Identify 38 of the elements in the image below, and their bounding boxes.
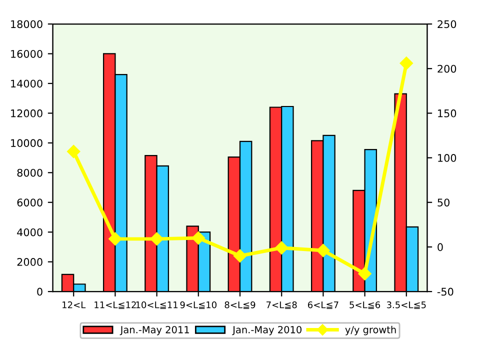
x-tick-label: 3.5<L≦5 — [386, 301, 426, 309]
point — [400, 56, 413, 70]
point — [150, 232, 164, 246]
y2-tick-label: -50 — [437, 288, 454, 296]
y-tick-label: 8000 — [17, 168, 42, 177]
y2-tick-label: 250 — [438, 20, 456, 28]
legend-label: Jan.-May 2011 — [120, 326, 189, 336]
y2-tick-label: 150 — [438, 109, 456, 118]
point — [358, 267, 372, 280]
legend-label: Jan.-May 2010 — [232, 326, 302, 336]
y-tick-label: 18000 — [11, 20, 42, 28]
y-tick-label: 2000 — [17, 258, 42, 266]
point — [233, 249, 247, 262]
x-tick-label: 5<L≦6 — [350, 301, 380, 309]
x-tick-label: 6<L≦7 — [308, 301, 338, 309]
legend-label: y/y growth — [345, 326, 396, 336]
point — [316, 244, 330, 258]
point — [108, 232, 122, 246]
x-tick-label: 11<L≦12 — [94, 301, 136, 309]
x-tick-label: 12<L — [62, 301, 86, 308]
y-tick-label: 0 — [37, 288, 42, 296]
y-tick-label: 14000 — [11, 80, 42, 88]
point — [67, 144, 80, 158]
y-tick-label: 16000 — [11, 50, 42, 58]
x-tick-label: 7<L≦8 — [266, 301, 297, 309]
y-tick-label: 10000 — [11, 139, 42, 148]
y-tick-label: 4000 — [17, 228, 42, 236]
x-tick-label: 8<L≦9 — [224, 301, 256, 309]
point — [275, 241, 288, 254]
y-tick-label: 6000 — [17, 198, 42, 206]
y-tick-label: 12000 — [11, 109, 42, 118]
y2-tick-label: 200 — [438, 64, 456, 73]
y2-tick-label: 100 — [438, 154, 456, 162]
x-tick-label: 9<L≦10 — [180, 301, 216, 309]
y2-tick-label: 0 — [438, 243, 443, 252]
point — [192, 231, 205, 245]
x-tick-label: 10<L≦11 — [136, 301, 178, 309]
y2-tick-label: 50 — [438, 198, 450, 206]
